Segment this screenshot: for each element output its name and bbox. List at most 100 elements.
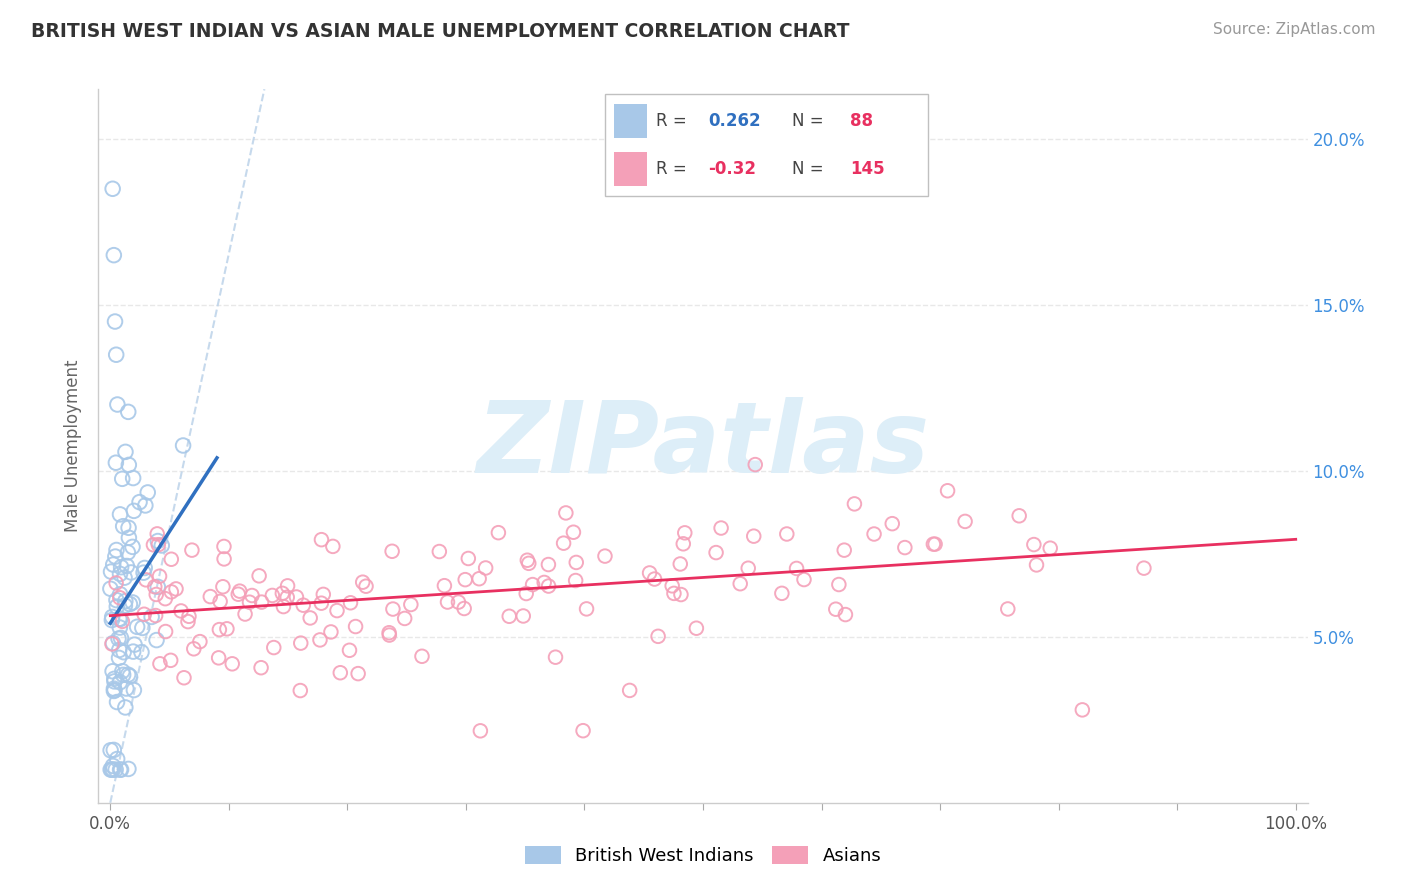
Point xyxy=(173,671,195,685)
Point xyxy=(122,504,145,518)
Point xyxy=(544,650,567,665)
Point xyxy=(209,594,232,608)
Point xyxy=(148,538,170,552)
Point xyxy=(436,595,458,609)
Point xyxy=(997,602,1019,616)
Point xyxy=(103,683,125,698)
Point xyxy=(647,629,669,643)
Point xyxy=(114,445,136,459)
Point xyxy=(105,576,128,591)
Point xyxy=(132,566,155,580)
Point xyxy=(118,458,141,472)
Text: R =: R = xyxy=(657,112,688,130)
Point xyxy=(180,543,202,558)
Point xyxy=(427,544,450,558)
Point xyxy=(146,534,169,549)
Point xyxy=(661,579,683,593)
Point xyxy=(215,622,238,636)
Point xyxy=(117,545,139,559)
Point xyxy=(134,561,156,575)
Point xyxy=(110,560,132,574)
Text: Source: ZipAtlas.com: Source: ZipAtlas.com xyxy=(1212,22,1375,37)
Point xyxy=(381,544,404,558)
Point xyxy=(447,595,470,609)
Point xyxy=(516,553,538,567)
Point xyxy=(104,549,127,564)
Point xyxy=(105,695,128,709)
Point xyxy=(564,574,586,588)
Point xyxy=(145,608,167,623)
Point xyxy=(127,620,149,634)
Point xyxy=(277,579,299,593)
Point xyxy=(112,645,135,659)
Point xyxy=(554,506,576,520)
Point xyxy=(533,575,555,590)
Point xyxy=(111,615,134,629)
Point xyxy=(273,599,295,614)
Point xyxy=(117,405,139,419)
Point xyxy=(311,533,333,547)
Point xyxy=(285,590,308,604)
Point xyxy=(112,519,135,533)
Point xyxy=(453,601,475,615)
Point xyxy=(399,598,422,612)
Point xyxy=(107,632,129,646)
Point xyxy=(638,566,661,580)
Point xyxy=(104,763,127,777)
Point xyxy=(322,540,344,554)
Point xyxy=(160,552,183,566)
Point xyxy=(411,649,433,664)
Point xyxy=(247,569,270,583)
Point xyxy=(512,609,534,624)
Point xyxy=(134,607,156,622)
Point xyxy=(515,586,537,600)
Point xyxy=(134,499,156,513)
Point xyxy=(114,571,136,585)
Y-axis label: Male Unemployment: Male Unemployment xyxy=(65,359,83,533)
Point xyxy=(673,525,696,540)
Point xyxy=(347,666,370,681)
Point xyxy=(517,557,540,571)
Point xyxy=(143,580,166,594)
Text: -0.32: -0.32 xyxy=(709,160,756,178)
Point xyxy=(454,573,477,587)
Point xyxy=(145,633,167,648)
Point xyxy=(474,561,496,575)
Point xyxy=(115,681,138,696)
Point xyxy=(1133,561,1156,575)
Point xyxy=(669,588,692,602)
Point xyxy=(786,561,808,575)
Point xyxy=(108,643,131,657)
Point xyxy=(112,668,135,682)
Point xyxy=(233,607,256,621)
Point xyxy=(111,664,134,678)
Point xyxy=(118,531,141,545)
Point xyxy=(378,628,401,642)
Point xyxy=(159,653,181,667)
Point xyxy=(146,580,169,594)
Point xyxy=(250,661,273,675)
Point xyxy=(101,759,124,773)
Point xyxy=(882,516,904,531)
Point xyxy=(208,650,231,665)
Point xyxy=(101,763,124,777)
Point xyxy=(100,763,122,777)
Point xyxy=(105,752,128,766)
Text: BRITISH WEST INDIAN VS ASIAN MALE UNEMPLOYMENT CORRELATION CHART: BRITISH WEST INDIAN VS ASIAN MALE UNEMPL… xyxy=(31,22,849,41)
Point xyxy=(1071,703,1094,717)
Point xyxy=(240,589,263,603)
Point xyxy=(290,683,312,698)
Point xyxy=(728,576,751,591)
Point xyxy=(101,636,124,650)
Point xyxy=(172,438,194,452)
Point xyxy=(793,573,815,587)
Point xyxy=(117,667,139,681)
Point xyxy=(108,612,131,626)
Point xyxy=(101,610,124,624)
Point xyxy=(117,762,139,776)
Point xyxy=(145,587,167,601)
Point xyxy=(644,572,666,586)
Point xyxy=(352,575,374,590)
Point xyxy=(155,591,177,606)
Point xyxy=(553,536,575,550)
